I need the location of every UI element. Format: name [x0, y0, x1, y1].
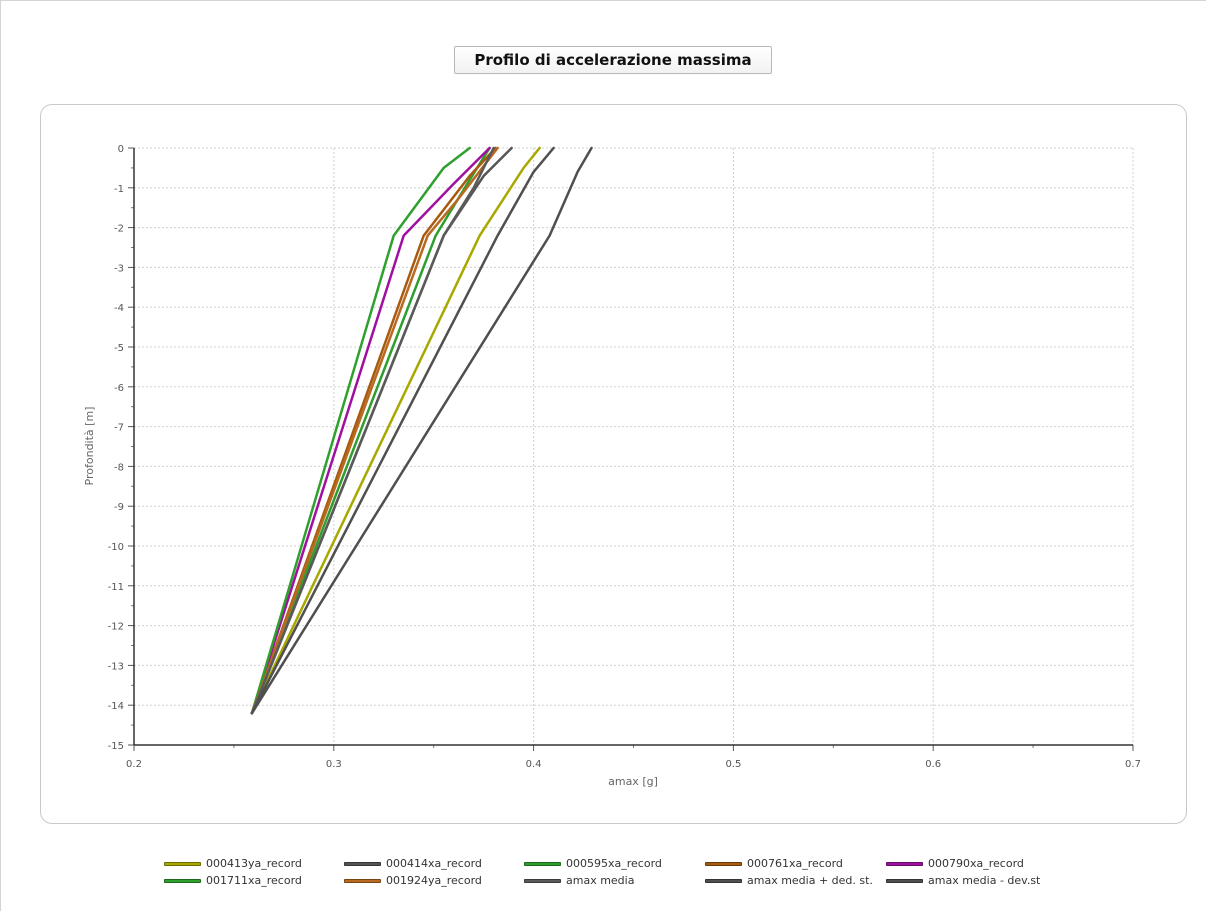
legend-swatch [344, 878, 381, 883]
x-tick-label: 0.6 [925, 759, 941, 770]
legend-label: 000413ya_record [206, 857, 302, 870]
series-line-0 [250, 146, 541, 715]
x-axis-label: amax [g] [608, 775, 658, 788]
y-tick-label: -14 [108, 701, 124, 712]
legend-item: amax media [524, 873, 705, 888]
series-line-8 [250, 146, 555, 715]
legend-swatch [524, 861, 561, 866]
series-line-1 [250, 146, 513, 715]
legend-item: 001711xa_record [164, 873, 344, 888]
x-tick-label: 0.4 [526, 759, 542, 770]
series-lines [250, 146, 593, 715]
y-tick-label: -9 [114, 502, 124, 513]
y-tick-label: -6 [114, 383, 124, 394]
legend-item: 000414xa_record [344, 856, 524, 871]
axes: 0 -1 -2 -3 -4 -5 -6 -7 -8 -9 -10 -11 -12 -13 -14 -150.2… [108, 144, 1141, 770]
legend-label: 001711xa_record [206, 874, 302, 887]
legend-swatch [344, 861, 381, 866]
series-line-9 [250, 146, 593, 715]
y-tick-label: -7 [114, 423, 124, 434]
y-tick-label: -15 [108, 741, 124, 752]
legend-swatch [524, 878, 561, 883]
legend-item: amax media + ded. st. [705, 873, 886, 888]
series-line-5 [250, 146, 471, 715]
legend-swatch [705, 861, 742, 866]
legend-swatch [886, 861, 923, 866]
series-line-4 [250, 146, 491, 715]
legend-label: 000595xa_record [566, 857, 662, 870]
chart-title-box: Profilo di accelerazione massima [454, 46, 772, 74]
legend-item: 000595xa_record [524, 856, 705, 871]
y-tick-label: -13 [108, 661, 124, 672]
legend-item: 001924ya_record [344, 873, 524, 888]
legend-label: 000414xa_record [386, 857, 482, 870]
series-line-6 [250, 146, 499, 715]
x-tick-label: 0.3 [326, 759, 342, 770]
legend-swatch [164, 878, 201, 883]
x-tick-label: 0.2 [126, 759, 142, 770]
y-tick-label: -1 [114, 184, 124, 195]
series-line-3 [250, 146, 497, 715]
legend-item: amax media - dev.st [886, 873, 1064, 888]
x-tick-label: 0.5 [725, 759, 741, 770]
chart-title: Profilo di accelerazione massima [474, 51, 752, 69]
legend-label: amax media [566, 874, 635, 887]
chart-legend: 000413ya_record 000414xa_record 000595xa_r… [164, 856, 1064, 892]
legend-label: amax media + ded. st. [747, 874, 873, 887]
y-tick-label: -12 [108, 622, 124, 633]
y-tick-label: -5 [114, 343, 124, 354]
legend-label: amax media - dev.st [928, 874, 1041, 887]
series-line-7 [250, 146, 495, 715]
plot-panel [40, 104, 1187, 824]
legend-swatch [705, 878, 742, 883]
legend-swatch [886, 878, 923, 883]
y-axis-label: Profondità [m] [83, 407, 96, 486]
legend-item: 000790xa_record [886, 856, 1064, 871]
y-tick-label: -2 [114, 224, 124, 235]
series-line-2 [250, 146, 491, 715]
legend-label: 001924ya_record [386, 874, 482, 887]
x-tick-label: 0.7 [1125, 759, 1141, 770]
grid-lines [134, 147, 1134, 745]
y-tick-label: -4 [114, 303, 124, 314]
legend-item: 000413ya_record [164, 856, 344, 871]
y-tick-label: 0 [118, 144, 124, 155]
legend-label: 000761xa_record [747, 857, 843, 870]
y-tick-label: -8 [114, 462, 124, 473]
legend-label: 000790xa_record [928, 857, 1024, 870]
y-tick-label: -10 [108, 542, 124, 553]
y-tick-label: -11 [108, 582, 124, 593]
legend-swatch [164, 861, 201, 866]
y-tick-label: -3 [114, 263, 124, 274]
legend-item: 000761xa_record [705, 856, 886, 871]
